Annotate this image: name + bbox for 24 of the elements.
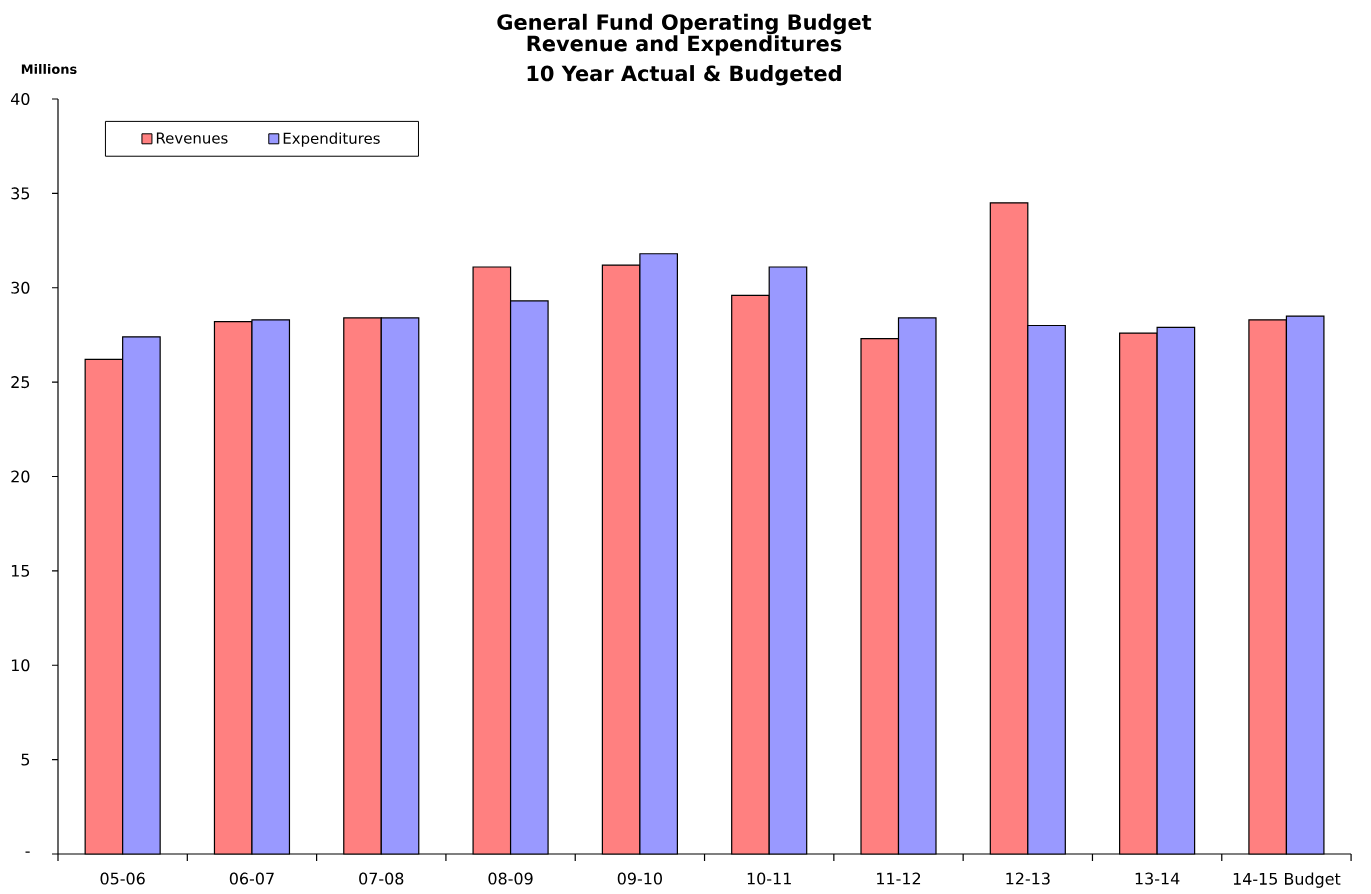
y-tick-label: 15 — [11, 564, 30, 577]
x-tick-label: 08-09 — [488, 872, 533, 885]
legend-label: Revenues — [156, 132, 228, 144]
y-tick-label: 10 — [11, 659, 30, 672]
y-tick-label: 5 — [21, 753, 30, 766]
x-tick-label: 10-11 — [747, 872, 791, 885]
chart-title: General Fund Operating Budget — [497, 13, 872, 35]
y-tick-label: 20 — [11, 470, 30, 483]
x-tick-label: 07-08 — [359, 872, 404, 885]
x-tick-label: 11-12 — [877, 872, 921, 885]
x-tick-label: 13-14 — [1135, 872, 1180, 885]
chart-subtitle: Revenue and Expenditures 10 Year Actual & Budgeted — [527, 35, 842, 86]
x-tick-label: 12-13 — [1006, 872, 1050, 885]
y-tick-label: 40 — [10, 92, 30, 106]
y-tick-label: - — [25, 851, 30, 853]
x-tick-label: 09-10 — [617, 872, 662, 885]
y-axis-title: Millions — [21, 64, 77, 75]
y-tick-label: 30 — [11, 281, 30, 294]
x-tick-label: 06-07 — [229, 872, 274, 885]
legend-label: Expenditures — [283, 132, 380, 147]
y-tick-label: 25 — [11, 376, 30, 389]
y-tick-label: 35 — [11, 187, 30, 200]
x-tick-label: 14-15 Budget — [1233, 872, 1341, 888]
x-tick-label: 05-06 — [100, 872, 145, 885]
